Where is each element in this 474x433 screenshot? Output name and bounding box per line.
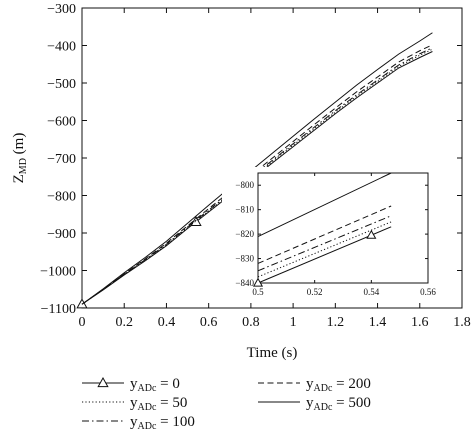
y-tick-label-3: −800 xyxy=(47,190,76,205)
inset-x-tick-label-2: 0.54 xyxy=(363,287,379,297)
x-tick-label-5: 1 xyxy=(290,315,297,330)
y-axis-label: ZMD (m) xyxy=(11,133,29,184)
inset-frame xyxy=(257,172,429,284)
inset-series-line-2 xyxy=(257,215,392,272)
x-tick-label-9: 1.8 xyxy=(453,315,471,330)
inset-series-0-marker-1 xyxy=(366,229,377,239)
x-tick-label-6: 1.2 xyxy=(327,315,345,330)
legend-label-value-2: = 100 xyxy=(156,414,194,430)
y-tick-label-5: −600 xyxy=(47,115,76,130)
legend-label-var-0: y xyxy=(130,376,138,392)
series-0-marker-1 xyxy=(190,215,202,226)
y-axis-label-unit: (m) xyxy=(11,133,27,158)
legend-label-var-1: y xyxy=(130,395,138,411)
legend-marker-0 xyxy=(97,377,109,388)
inset-x-tick-label-3: 0.56 xyxy=(420,287,436,297)
legend-label-value-4: = 500 xyxy=(332,395,370,411)
x-tick-label-3: 0.6 xyxy=(200,315,218,330)
legend-entry-2: yADc = 100 xyxy=(82,414,195,432)
inset-y-tick-label-2: −820 xyxy=(235,229,254,239)
inset-series-line-4 xyxy=(257,172,392,238)
inset-series-line-1 xyxy=(257,221,392,278)
legend-label-sub-2: ADc xyxy=(138,421,157,432)
x-tick-label-7: 1.4 xyxy=(369,315,387,330)
main-plot: 0 0.2 0.4 0.6 0.8 1 1.2 1.4 1.6 1.8 −1100 −1000 −900… xyxy=(11,2,471,361)
series-0-marker-0 xyxy=(76,298,88,309)
legend-label-0: yADc = 0 xyxy=(130,376,180,394)
y-tick-label-4: −700 xyxy=(47,152,76,167)
legend-label-value-1: = 50 xyxy=(156,395,187,411)
legend-entry-0: yADc = 0 xyxy=(82,376,180,394)
legend-label-3: yADc = 200 xyxy=(306,376,371,394)
y-axis-label-sub: MD xyxy=(18,158,29,174)
y-tick-label-2: −900 xyxy=(47,227,76,242)
y-tick-label-7: −400 xyxy=(47,40,76,55)
x-tick-label-1: 0.2 xyxy=(115,315,133,330)
legend-entry-1: yADc = 50 xyxy=(82,395,187,413)
legend-label-sub-4: ADc xyxy=(314,402,333,413)
x-tick-label-8: 1.6 xyxy=(411,315,429,330)
x-tick-label-4: 0.8 xyxy=(242,315,260,330)
x-tick-label-0: 0 xyxy=(79,315,86,330)
inset-y-tick-label-3: −810 xyxy=(235,205,254,215)
y-axis-label-main: Z xyxy=(11,174,27,183)
y-tick-label-8: −300 xyxy=(47,2,76,17)
inset-series-0-marker-0 xyxy=(252,277,264,287)
legend-label-2: yADc = 100 xyxy=(130,414,195,432)
inset-y-tick-label-1: −830 xyxy=(235,254,254,264)
x-tick-label-2: 0.4 xyxy=(158,315,176,330)
y-tick-label-1: −1000 xyxy=(40,265,76,280)
legend-label-sub-1: ADc xyxy=(138,402,157,413)
legend-label-sub-3: ADc xyxy=(314,383,333,394)
series-line-1 xyxy=(81,48,433,305)
inset-series-line-3 xyxy=(257,205,392,264)
x-axis-label: Time (s) xyxy=(247,345,298,361)
legend-label-1: yADc = 50 xyxy=(130,395,187,413)
inset-y-tick-label-0: −840 xyxy=(235,278,254,288)
inset-plot: 0.5 0.52 0.54 0.56 −840 −830 −820 −810 −800 xyxy=(222,167,436,303)
inset-x-tick-label-1: 0.52 xyxy=(307,287,323,297)
inset-x-tick-label-0: 0.5 xyxy=(252,287,264,297)
legend-label-value-3: = 200 xyxy=(332,376,370,392)
y-tick-label-6: −500 xyxy=(47,77,76,92)
legend-label-var-3: y xyxy=(306,376,314,392)
legend-entry-4: yADc = 500 xyxy=(258,395,371,413)
legend-label-var-4: y xyxy=(306,395,314,411)
legend-label-value-0: = 0 xyxy=(156,376,179,392)
legend-label-sub-0: ADc xyxy=(138,383,157,394)
series-line-4 xyxy=(81,32,433,305)
legend-label-var-2: y xyxy=(130,414,138,430)
series-line-2 xyxy=(81,47,433,305)
y-tick-label-0: −1100 xyxy=(41,302,76,317)
legend-entry-3: yADc = 200 xyxy=(258,376,371,394)
inset-y-tick-label-4: −800 xyxy=(235,180,254,190)
legend-label-4: yADc = 500 xyxy=(306,395,371,413)
